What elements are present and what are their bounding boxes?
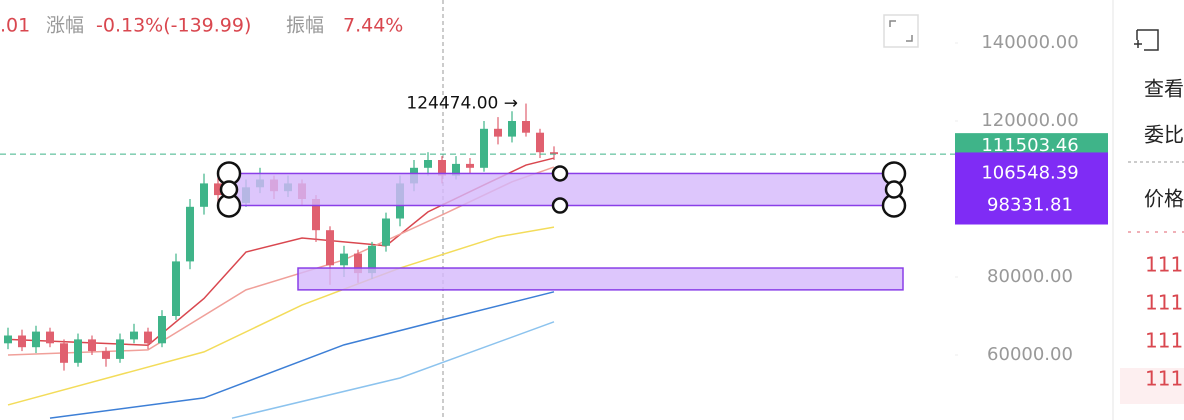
moving-average bbox=[231, 321, 555, 419]
candle-body bbox=[452, 163, 460, 176]
handle bbox=[884, 180, 904, 199]
candle-body bbox=[214, 183, 222, 196]
side-item[interactable]: 委比 bbox=[1144, 123, 1184, 147]
expand-icon[interactable] bbox=[883, 14, 919, 48]
candle-body bbox=[88, 339, 96, 352]
candle-body bbox=[508, 121, 516, 137]
candle-body bbox=[60, 343, 68, 363]
candle-body bbox=[186, 206, 194, 262]
order-price: 111 bbox=[1145, 367, 1183, 391]
order-price: 111 bbox=[1145, 253, 1183, 277]
zone bbox=[297, 267, 904, 291]
handle bbox=[551, 197, 569, 214]
candle-body bbox=[46, 331, 54, 344]
header-prefix: .01 bbox=[0, 15, 30, 37]
zone-tag bbox=[955, 152, 1108, 225]
y-tick-label: 120000.00 bbox=[981, 110, 1078, 131]
candle-body bbox=[172, 261, 180, 316]
amplitude-value: 7.44% bbox=[343, 15, 403, 37]
price-tag-label: 111503.46 bbox=[981, 135, 1078, 156]
candle-body bbox=[438, 160, 446, 176]
candle-body bbox=[494, 128, 502, 137]
candle-body bbox=[340, 253, 348, 266]
candle-body bbox=[32, 331, 40, 348]
candle-body bbox=[480, 128, 488, 168]
candle-body bbox=[4, 335, 12, 344]
side-item[interactable]: 查看 bbox=[1144, 77, 1184, 101]
y-tick-label: 60000.00 bbox=[987, 344, 1073, 365]
candle-body bbox=[382, 218, 390, 246]
candle-body bbox=[550, 152, 558, 155]
change-value: -0.13%(-139.99) bbox=[96, 15, 251, 37]
price-tag bbox=[955, 133, 1108, 156]
candle-body bbox=[130, 331, 138, 340]
plot-area bbox=[4, 103, 558, 419]
candle-body bbox=[424, 160, 432, 168]
moving-average bbox=[49, 291, 555, 419]
candle-body bbox=[354, 253, 362, 274]
candle-body bbox=[74, 339, 82, 363]
add-icon[interactable] bbox=[1134, 29, 1159, 51]
candle-body bbox=[368, 245, 376, 274]
handle bbox=[551, 165, 569, 182]
zone-label: 106548.39 bbox=[981, 162, 1078, 183]
candle-body bbox=[102, 351, 110, 359]
candle-body bbox=[200, 183, 208, 207]
candle-body bbox=[326, 230, 334, 266]
candle-body bbox=[144, 331, 152, 344]
candle-body bbox=[466, 163, 474, 168]
change-label: 涨幅 bbox=[46, 15, 84, 37]
candle-body bbox=[312, 199, 320, 231]
amplitude-label: 振幅 bbox=[286, 15, 324, 37]
zone-label: 98331.81 bbox=[987, 195, 1073, 216]
candle-body bbox=[536, 132, 544, 153]
handle bbox=[219, 180, 239, 199]
side-item: 价格 bbox=[1144, 187, 1184, 211]
candle-body bbox=[18, 335, 26, 348]
y-tick-label: 80000.00 bbox=[987, 266, 1073, 287]
y-tick-label: 140000.00 bbox=[981, 32, 1078, 53]
candle-body bbox=[116, 339, 124, 359]
candle-body bbox=[158, 315, 166, 344]
max-label: 124474.00 → bbox=[406, 94, 518, 114]
candle-body bbox=[522, 121, 530, 133]
order-price: 111 bbox=[1145, 291, 1183, 315]
order-price: 111 bbox=[1145, 329, 1183, 353]
row-highlight bbox=[1120, 368, 1184, 404]
